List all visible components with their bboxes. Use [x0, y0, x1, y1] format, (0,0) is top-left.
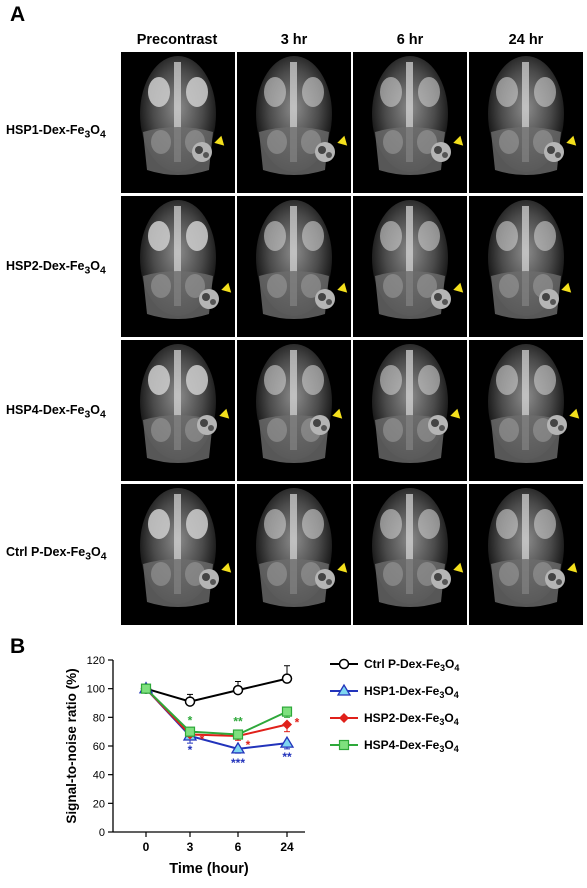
data-point — [184, 726, 196, 737]
y-tick-label: 0 — [99, 827, 105, 839]
mri-scan-image — [121, 52, 235, 193]
mri-scan-image — [353, 484, 467, 625]
y-tick-label: 20 — [93, 798, 105, 810]
column-header-precontrast: Precontrast — [136, 32, 218, 48]
mri-scan-image — [353, 196, 467, 337]
row-label-hsp1: HSP1-Dex-Fe3O4 — [6, 123, 106, 141]
legend-label: HSP4-Dex-Fe3O4 — [364, 738, 459, 754]
column-header-3hr: 3 hr — [280, 32, 308, 48]
significance-label: * — [200, 733, 205, 747]
mri-scan-image — [469, 340, 583, 481]
y-axis-label: Signal-to-noise ratio (%) — [64, 668, 79, 823]
data-point — [281, 673, 293, 684]
y-tick-label: 120 — [87, 655, 105, 667]
column-header-6hr: 6 hr — [396, 32, 424, 48]
mri-scan-image — [469, 196, 583, 337]
legend-label: Ctrl P-Dex-Fe3O4 — [364, 657, 459, 673]
significance-label: *** — [231, 756, 245, 770]
data-point — [279, 735, 295, 748]
significance-label: * — [188, 743, 193, 757]
legend-swatch-marker — [338, 739, 350, 751]
row-label-ctrl: Ctrl P-Dex-Fe3O4 — [6, 545, 107, 563]
panel-b-letter: B — [10, 635, 26, 658]
panel-a-letter: A — [10, 3, 26, 26]
x-tick-label: 6 — [235, 840, 242, 854]
y-tick-label: 80 — [93, 712, 105, 724]
data-point — [232, 684, 244, 696]
data-point — [232, 729, 244, 740]
series-line — [145, 687, 288, 736]
snr-line-chart: 0 20 40 60 80 100 120 0 3 6 24 Time (hour) Signal-to… — [64, 655, 459, 877]
mri-scan-image — [469, 52, 583, 193]
y-tick-label: 40 — [93, 770, 105, 782]
series-line — [145, 687, 288, 737]
legend-swatch-marker — [336, 683, 352, 696]
x-tick-label: 3 — [187, 840, 194, 854]
y-tick-label: 60 — [93, 741, 105, 753]
significance-label: * — [188, 714, 193, 728]
row-label-hsp2: HSP2-Dex-Fe3O4 — [6, 259, 106, 277]
significance-label: * — [295, 716, 300, 730]
mri-scan-image — [121, 484, 235, 625]
significance-label: * — [246, 738, 251, 752]
significance-label: ** — [233, 715, 243, 729]
legend-label: HSP2-Dex-Fe3O4 — [364, 711, 459, 727]
legend-label: HSP1-Dex-Fe3O4 — [364, 684, 459, 700]
legend-swatch-marker — [338, 658, 350, 670]
y-tick-label: 100 — [87, 684, 105, 696]
data-point — [282, 719, 292, 730]
mri-scan-image — [237, 484, 351, 625]
x-tick-label: 24 — [280, 840, 294, 854]
data-point — [184, 696, 196, 707]
mri-scan-image — [121, 340, 235, 481]
mri-scan-image — [237, 340, 351, 481]
mri-scan-image — [353, 52, 467, 193]
data-point — [230, 741, 246, 754]
data-point — [281, 706, 293, 717]
x-tick-label: 0 — [143, 840, 150, 854]
series-line — [145, 687, 288, 750]
row-label-hsp4: HSP4-Dex-Fe3O4 — [6, 403, 106, 421]
x-axis-label: Time (hour) — [169, 861, 249, 877]
legend-swatch-marker — [339, 713, 349, 723]
mri-scan-image — [469, 484, 583, 625]
mri-scan-image — [353, 340, 467, 481]
column-header-24hr: 24 hr — [508, 32, 544, 48]
mri-scan-image — [237, 196, 351, 337]
mri-scan-image — [121, 196, 235, 337]
mri-scan-image — [237, 52, 351, 193]
series-line — [145, 677, 288, 703]
significance-label: ** — [282, 750, 292, 764]
data-point — [140, 683, 152, 694]
